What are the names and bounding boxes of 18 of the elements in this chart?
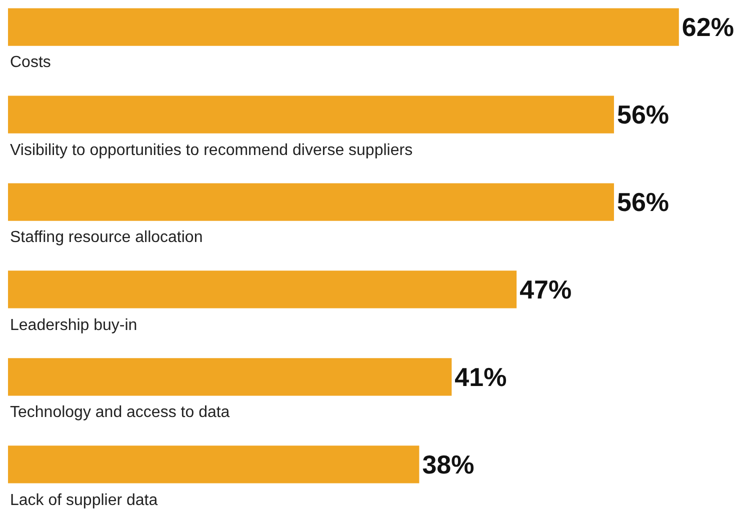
y-tick-label: Technology and access to data [10,404,230,421]
bar [8,8,679,46]
data-label: 41% [454,362,507,392]
data-label: 56% [616,187,670,218]
y-tick-label: Costs [10,54,51,71]
bar [8,358,452,396]
y-tick-label: Leadership buy-in [10,317,138,334]
data-label: 56% [616,100,670,130]
data-label: 47% [520,274,572,304]
y-tick-label: Staffing resource allocation [10,229,203,246]
bar [8,446,420,484]
bar [8,183,614,221]
y-tick-label: Visibility to opportunities to recommend diverse suppliers [10,142,413,159]
bar [8,270,517,308]
data-label: 62% [682,12,734,42]
y-tick-label: Lack of supplier data [10,492,158,509]
bar [8,96,614,134]
data-label: 38% [422,449,474,480]
